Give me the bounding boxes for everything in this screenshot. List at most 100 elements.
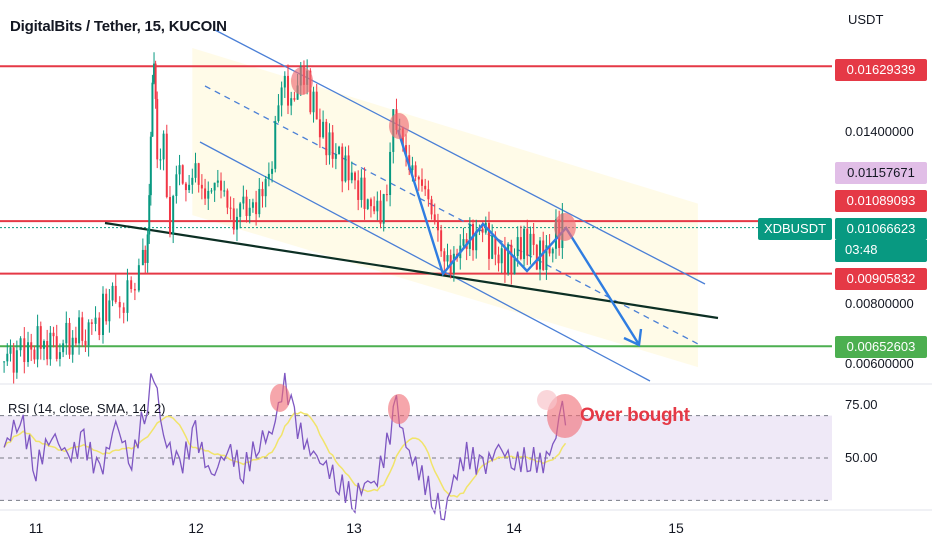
candle-body: [111, 285, 114, 301]
candle-body: [36, 326, 39, 360]
candle-body: [242, 196, 245, 204]
candle-body: [168, 197, 171, 235]
candle-body: [226, 190, 229, 208]
candle-body: [3, 361, 6, 363]
candle-body: [27, 342, 30, 363]
candle-body: [360, 177, 363, 200]
candle-body: [248, 207, 251, 216]
candle-body: [144, 249, 147, 263]
candle-body: [245, 196, 248, 216]
candle-body: [184, 183, 187, 191]
candle-body: [261, 188, 264, 197]
candle-body: [417, 176, 420, 180]
candle-body: [325, 121, 328, 156]
price-badge: 0.01066623: [835, 218, 927, 240]
candle-body: [277, 105, 280, 121]
candle-body: [30, 342, 33, 350]
candle-body: [318, 119, 321, 138]
candle-body: [293, 98, 296, 100]
candle-body: [369, 199, 372, 207]
projection-path: [396, 129, 640, 344]
candle-body: [19, 338, 22, 351]
candle-body: [551, 248, 554, 254]
overlay-layer: [291, 67, 643, 347]
rsi-tick: 75.00: [845, 397, 878, 412]
candle-body: [126, 280, 129, 313]
candle-body: [68, 322, 71, 355]
candle-body: [532, 233, 535, 245]
candle-body: [271, 168, 274, 174]
candle-body: [204, 188, 207, 199]
candle-body: [65, 322, 68, 344]
candle-body: [207, 190, 210, 199]
background-layer: [0, 48, 832, 368]
candle-body: [15, 350, 18, 373]
rsi-layer: [0, 372, 932, 521]
price-tick: 0.00600000: [845, 356, 914, 371]
candle-body: [430, 199, 433, 215]
candle-body: [146, 234, 149, 263]
candle-body: [84, 340, 87, 346]
candle-body: [178, 165, 181, 175]
candle-body: [223, 190, 226, 192]
candle-body: [175, 174, 178, 197]
currency-label: USDT: [848, 12, 884, 27]
price-tick: 0.01400000: [845, 124, 914, 139]
bar-countdown: 03:48: [835, 240, 927, 262]
candle-body: [210, 190, 213, 192]
candle-body: [90, 322, 93, 324]
candle-body: [9, 347, 12, 354]
candle-body: [235, 216, 238, 230]
candle-body: [229, 207, 232, 209]
candle-body: [382, 194, 385, 224]
candle-body: [389, 151, 392, 195]
candle-body: [420, 179, 423, 186]
support-trendline: [104, 221, 719, 320]
candle-body: [232, 208, 235, 230]
candle-body: [220, 180, 223, 191]
candle-body: [414, 165, 417, 177]
candle-body: [405, 145, 408, 156]
candle-body: [191, 177, 194, 185]
price-tick: 0.00800000: [845, 296, 914, 311]
candle-body: [334, 154, 337, 159]
candle-body: [338, 146, 341, 155]
candle-body: [331, 132, 334, 159]
candle-body: [376, 200, 379, 212]
rsi-sma-line: [3, 411, 567, 498]
price-badge: 0.00905832: [835, 268, 927, 290]
candle-body: [503, 248, 506, 274]
candle-body: [373, 206, 376, 212]
channel-fill: [192, 48, 698, 368]
candle-body: [315, 91, 318, 120]
candle-body: [39, 326, 42, 349]
candle-body: [424, 185, 427, 190]
candle-body: [200, 184, 203, 189]
candle-body: [216, 180, 219, 183]
candle-body: [312, 91, 315, 113]
candle-body: [154, 63, 157, 99]
candle-body: [513, 256, 516, 275]
candle-body: [516, 237, 519, 257]
candle-body: [6, 353, 9, 362]
candle-body: [519, 237, 522, 259]
peak-marker: [554, 213, 576, 241]
candle-body: [105, 293, 108, 322]
candle-body: [510, 244, 513, 275]
overbought-annotation: Over bought: [580, 405, 690, 426]
candle-body: [46, 341, 49, 360]
candle-body: [452, 253, 455, 274]
candle-body: [159, 159, 162, 161]
candle-body: [526, 228, 529, 256]
candle-body: [264, 179, 267, 197]
candle-body: [156, 98, 159, 160]
price-badge: 0.00652603: [835, 336, 927, 358]
candle-body: [149, 136, 152, 196]
candle-body: [328, 132, 331, 156]
candle-body: [494, 235, 497, 255]
candle-body: [363, 177, 366, 209]
price-badge: 0.01629339: [835, 59, 927, 81]
candle-body: [290, 98, 293, 106]
rsi-label: RSI (14, close, SMA, 14, 2): [8, 401, 166, 416]
